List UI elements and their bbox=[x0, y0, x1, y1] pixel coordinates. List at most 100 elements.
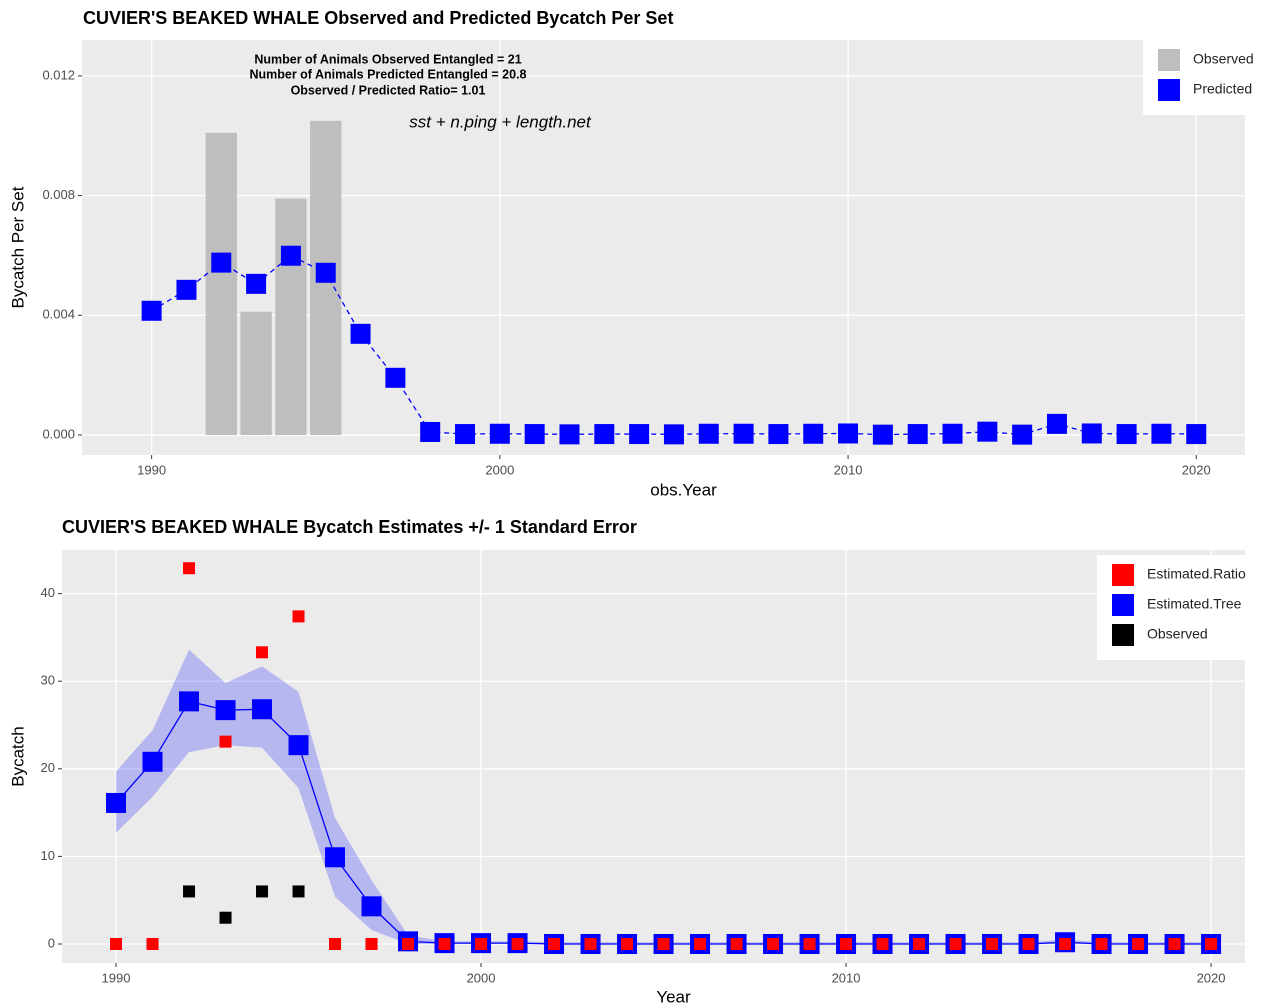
marker bbox=[840, 937, 853, 950]
marker bbox=[219, 911, 232, 924]
marker bbox=[1046, 413, 1067, 434]
marker bbox=[1081, 423, 1102, 444]
plot-background bbox=[62, 550, 1245, 963]
marker bbox=[350, 323, 371, 344]
marker bbox=[325, 847, 346, 868]
marker bbox=[246, 273, 267, 294]
marker bbox=[280, 245, 301, 266]
legend-key bbox=[1112, 594, 1134, 616]
x-axis-title: Year bbox=[656, 987, 691, 1006]
legend-key bbox=[1158, 49, 1180, 71]
marker bbox=[455, 424, 476, 445]
marker bbox=[1022, 937, 1035, 950]
marker bbox=[438, 937, 451, 950]
marker bbox=[548, 937, 561, 950]
y-tick-label: 20 bbox=[41, 760, 55, 775]
marker bbox=[584, 937, 597, 950]
bar bbox=[205, 132, 237, 435]
model-formula: sst + n.ping + length.net bbox=[409, 112, 592, 131]
marker bbox=[141, 300, 162, 321]
marker bbox=[768, 424, 789, 445]
marker bbox=[1151, 423, 1172, 444]
marker bbox=[559, 424, 580, 445]
marker bbox=[219, 735, 232, 748]
marker bbox=[838, 423, 859, 444]
marker bbox=[179, 691, 200, 712]
marker bbox=[288, 735, 309, 756]
marker bbox=[524, 424, 545, 445]
y-tick-label: 0.004 bbox=[42, 307, 75, 322]
marker bbox=[365, 937, 378, 950]
annotation: Number of Animals Observed Entangled = 2… bbox=[254, 52, 521, 66]
legend-label: Estimated.Tree bbox=[1147, 596, 1242, 612]
marker bbox=[211, 252, 232, 273]
marker bbox=[872, 424, 893, 445]
marker bbox=[183, 562, 196, 575]
y-tick-label: 0.008 bbox=[42, 187, 75, 202]
marker bbox=[621, 937, 634, 950]
marker bbox=[730, 937, 743, 950]
marker bbox=[361, 896, 382, 917]
y-axis-title: Bycatch Per Set bbox=[8, 186, 27, 308]
y-tick-label: 30 bbox=[41, 673, 55, 688]
bar bbox=[275, 198, 307, 435]
x-tick-label: 1990 bbox=[137, 462, 166, 477]
marker bbox=[176, 279, 197, 300]
marker bbox=[803, 937, 816, 950]
y-tick-label: 0.000 bbox=[42, 426, 75, 441]
marker bbox=[657, 937, 670, 950]
chart-panel: CUVIER'S BEAKED WHALE Observed and Predi… bbox=[8, 8, 1266, 499]
marker bbox=[146, 937, 159, 950]
marker bbox=[876, 937, 889, 950]
marker bbox=[1059, 937, 1072, 950]
y-tick-label: 0 bbox=[48, 935, 55, 950]
marker bbox=[475, 937, 488, 950]
marker bbox=[1116, 424, 1137, 445]
x-tick-label: 2010 bbox=[832, 970, 861, 985]
marker bbox=[942, 423, 963, 444]
marker bbox=[913, 937, 926, 950]
marker bbox=[329, 937, 342, 950]
x-tick-label: 1990 bbox=[102, 970, 131, 985]
y-tick-label: 40 bbox=[41, 585, 55, 600]
marker bbox=[256, 646, 269, 659]
chart-title: CUVIER'S BEAKED WHALE Bycatch Estimates … bbox=[62, 517, 637, 537]
marker bbox=[292, 610, 305, 623]
marker bbox=[1168, 937, 1181, 950]
marker bbox=[106, 792, 127, 813]
legend-label: Predicted bbox=[1193, 81, 1252, 97]
x-tick-label: 2020 bbox=[1182, 462, 1211, 477]
y-axis-title: Bycatch bbox=[8, 726, 27, 786]
marker bbox=[1186, 424, 1207, 445]
marker bbox=[402, 937, 415, 950]
legend-label: Observed bbox=[1147, 626, 1208, 642]
marker bbox=[803, 423, 824, 444]
annotation: Observed / Predicted Ratio= 1.01 bbox=[291, 83, 486, 97]
marker bbox=[420, 421, 441, 442]
marker bbox=[949, 937, 962, 950]
marker bbox=[663, 424, 684, 445]
marker bbox=[767, 937, 780, 950]
marker bbox=[292, 885, 305, 898]
x-tick-label: 2000 bbox=[467, 970, 496, 985]
marker bbox=[986, 937, 999, 950]
marker bbox=[698, 423, 719, 444]
marker bbox=[594, 424, 615, 445]
marker bbox=[1012, 424, 1033, 445]
marker bbox=[183, 885, 196, 898]
legend-key bbox=[1112, 624, 1134, 646]
marker bbox=[629, 424, 650, 445]
legend-label: Observed bbox=[1193, 51, 1254, 67]
marker bbox=[110, 937, 123, 950]
marker bbox=[511, 937, 524, 950]
marker bbox=[385, 367, 406, 388]
marker bbox=[256, 885, 269, 898]
marker bbox=[252, 699, 273, 720]
chart-title: CUVIER'S BEAKED WHALE Observed and Predi… bbox=[83, 8, 673, 28]
marker bbox=[733, 423, 754, 444]
marker bbox=[1205, 937, 1218, 950]
marker bbox=[1095, 937, 1108, 950]
marker bbox=[907, 424, 928, 445]
marker bbox=[142, 751, 163, 772]
